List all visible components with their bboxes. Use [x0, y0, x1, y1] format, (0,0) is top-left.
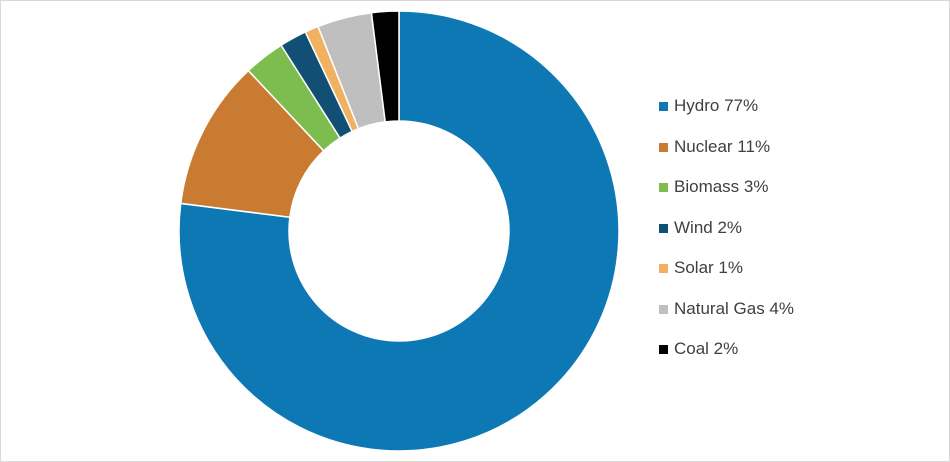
- legend-label-wind: Wind 2%: [674, 217, 743, 237]
- legend-swatch-wind: [659, 223, 668, 233]
- slice-hydro: [178, 10, 620, 452]
- legend-item-hydro: Hydro 77%: [659, 95, 794, 136]
- legend-label-biomass: Biomass 3%: [674, 177, 769, 196]
- chart-legend: Hydro 77% Nuclear 11% Biomass 3% Wind 2%…: [659, 95, 794, 379]
- legend-swatch-natural-gas: [659, 304, 668, 314]
- legend-label-nuclear: Nuclear 11%: [674, 136, 771, 156]
- legend-swatch-coal: [659, 345, 668, 354]
- legend-label-natural-gas: Natural Gas 4%: [674, 298, 794, 318]
- legend-swatch-hydro: [659, 102, 668, 111]
- legend-item-solar: Solar 1%: [659, 257, 794, 298]
- legend-label-hydro: Hydro 77%: [674, 96, 759, 115]
- legend-swatch-nuclear: [659, 142, 668, 152]
- legend-label-coal: Coal 2%: [674, 339, 739, 358]
- slice-coal: [370, 10, 400, 123]
- legend-swatch-solar: [659, 264, 668, 273]
- legend-swatch-biomass: [659, 183, 668, 192]
- legend-label-solar: Solar 1%: [674, 258, 743, 277]
- legend-item-wind: Wind 2%: [659, 217, 794, 258]
- legend-item-natural-gas: Natural Gas 4%: [659, 298, 794, 339]
- legend-item-nuclear: Nuclear 11%: [659, 136, 794, 177]
- legend-item-biomass: Biomass 3%: [659, 176, 794, 217]
- legend-item-coal: Coal 2%: [659, 338, 794, 379]
